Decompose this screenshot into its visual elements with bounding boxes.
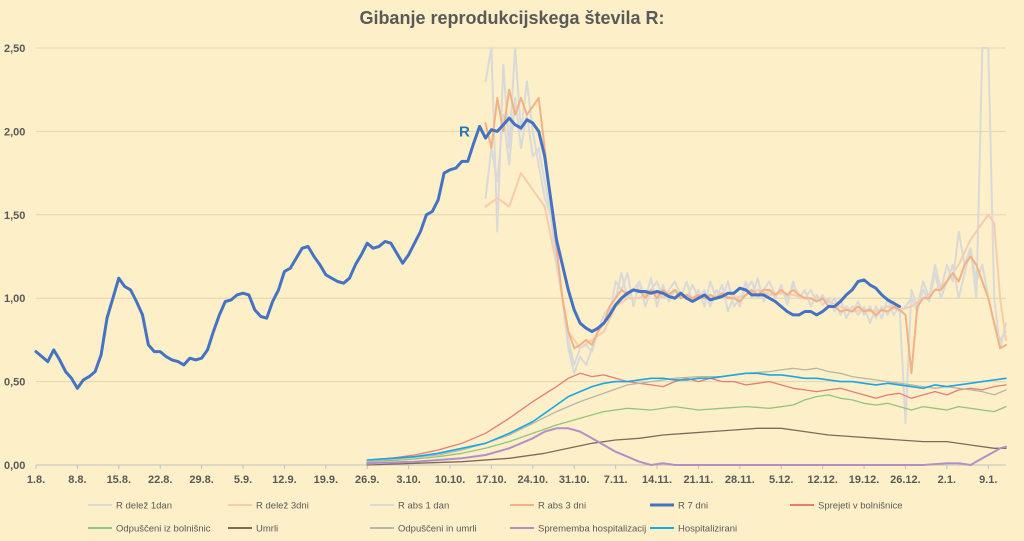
- x-tick-label: 14.11.: [642, 474, 672, 486]
- x-tick-label: 12.12.: [807, 474, 838, 486]
- legend-label: Sprememba hospitalizacij: [538, 524, 646, 535]
- legend-label: Hospitalizirani: [678, 524, 737, 535]
- annotations: R: [459, 123, 470, 140]
- x-tick-label: 3.10.: [396, 474, 420, 486]
- y-tick-label: 1,00: [4, 293, 25, 305]
- x-tick-label: 10.10.: [435, 474, 466, 486]
- legend-label: R abs 3 dni: [538, 501, 586, 512]
- legend-label: R delež 3dni: [256, 501, 309, 512]
- legend-label: Sprejeti v bolnišnice: [818, 501, 903, 512]
- series-lines: [34, 47, 1007, 466]
- x-tick-label: 26.12.: [890, 474, 921, 486]
- x-tick-label: 5.9.: [234, 474, 252, 486]
- legend-label: Odpuščeni in umrli: [398, 524, 477, 535]
- series-line-hospitalizirani: [366, 372, 1007, 461]
- legend-label: R delež 1dan: [116, 501, 172, 512]
- x-tick-label: 8.8.: [68, 474, 86, 486]
- y-tick-label: 2,50: [4, 43, 25, 55]
- x-tick-label: 12.9.: [272, 474, 296, 486]
- series-line-r-abs-1-dan: [484, 97, 1007, 366]
- x-tick-label: 5.12.: [769, 474, 793, 486]
- series-line-r-dele-1dan: [484, 47, 1007, 425]
- x-tick-label: 29.8.: [189, 474, 213, 486]
- y-tick-label: 0,00: [4, 460, 25, 472]
- legend-label: Odpuščeni iz bolnišnic: [116, 524, 211, 535]
- x-tick-label: 17.10.: [476, 474, 507, 486]
- x-tick-label: 1.8.: [27, 474, 45, 486]
- x-tick-label: 24.10.: [518, 474, 549, 486]
- x-tick-label: 19.9.: [314, 474, 338, 486]
- y-tick-label: 0,50: [4, 377, 25, 389]
- x-tick-label: 9.1.: [979, 474, 997, 486]
- x-tick-label: 19.12.: [849, 474, 880, 486]
- y-tick-label: 2,00: [4, 126, 25, 138]
- x-axis-ticks: 1.8. 8.8. 15.8. 22.8. 29.8. 5.9. 12.9. 19.9. 26.…: [27, 465, 997, 486]
- x-tick-label: 2.1.: [938, 474, 956, 486]
- x-tick-label: 7.11.: [604, 474, 628, 486]
- series-line-r-abs-3-dni: [484, 88, 1007, 375]
- legend-label: R 7 dni: [678, 501, 708, 512]
- series-line-odpu-eni-in-umrli: [366, 367, 1007, 463]
- series-line-r-7-dni: [34, 116, 901, 390]
- x-tick-label: 26.9.: [355, 474, 379, 486]
- legend-label: Umrli: [256, 524, 278, 535]
- r-annotation: R: [459, 123, 470, 140]
- series-line-odpu-eni-iz-bolni-nic: [366, 394, 1007, 463]
- y-axis-ticks: 0,00 0,50 1,00 1,50 2,00 2,50: [4, 43, 25, 472]
- chart-title: Gibanje reprodukcijskega števila R:: [359, 8, 665, 28]
- legend: R delež 1dan R delež 3dni R abs 1 dan R abs…: [88, 501, 903, 535]
- x-tick-label: 22.8.: [148, 474, 172, 486]
- x-tick-label: 15.8.: [107, 474, 131, 486]
- series-line-umrli: [366, 427, 1007, 466]
- x-tick-label: 28.11.: [725, 474, 755, 486]
- y-tick-label: 1,50: [4, 210, 25, 222]
- x-tick-label: 31.10.: [559, 474, 590, 486]
- series-line-sprejeti-v-bolni-nice: [366, 372, 1007, 461]
- x-tick-label: 21.11.: [683, 474, 713, 486]
- series-line-r-dele-3dni: [484, 172, 1007, 350]
- series-line-sprememba-hospitalizacij: [366, 427, 1007, 466]
- legend-label: R abs 1 dan: [398, 501, 449, 512]
